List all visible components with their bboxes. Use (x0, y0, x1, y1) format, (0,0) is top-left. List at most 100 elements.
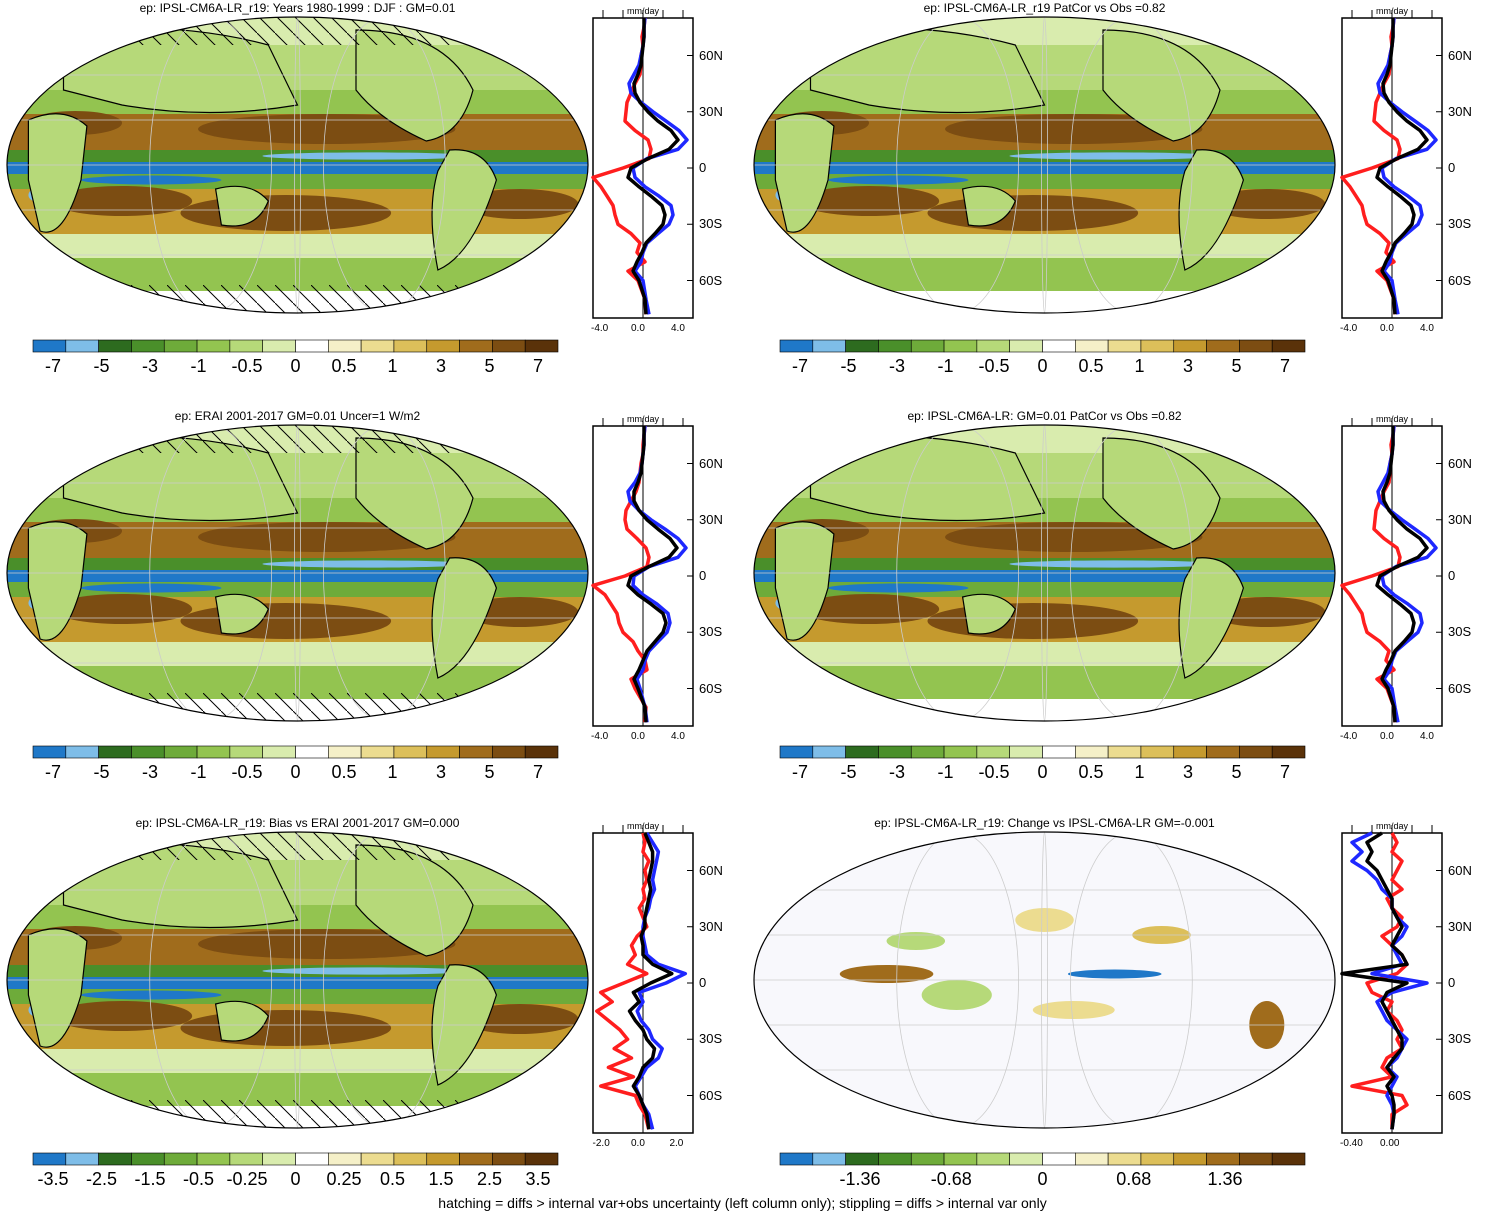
colorbar-label: -7 (791, 356, 808, 376)
colorbar-swatch (32, 745, 67, 759)
colorbar-swatch (32, 339, 67, 353)
colorbar-swatch (976, 1152, 1010, 1166)
colorbar-label: 3 (435, 762, 446, 782)
colorbar-swatch (98, 1152, 132, 1166)
colorbar-label: 0.68 (1116, 1169, 1152, 1189)
colorbar-label: 7 (1279, 356, 1290, 376)
colorbar-swatch (459, 745, 493, 759)
colorbar-swatch (943, 745, 978, 759)
colorbar-label: -7 (791, 762, 808, 782)
zonal-unit-label: mm/day (1375, 414, 1408, 424)
colorbar-label: 3 (435, 356, 446, 376)
map-panel (6, 16, 589, 314)
colorbar-swatch (1009, 339, 1043, 353)
map-panel (753, 424, 1336, 722)
colorbar (32, 1152, 559, 1166)
lat-label: 30N (1448, 103, 1472, 119)
colorbar-swatch (492, 339, 526, 353)
lat-label: 60S (699, 272, 723, 288)
colorbar-swatch (196, 339, 231, 353)
colorbar-swatch (878, 339, 912, 353)
panel-title: ep: IPSL-CM6A-LR_r19: Change vs IPSL-CM6… (874, 816, 1215, 830)
panel-title: ep: IPSL-CM6A-LR_r19: Years 1980-1999 : … (139, 1, 456, 15)
colorbar-swatch (1173, 339, 1207, 353)
colorbar-swatch (131, 1152, 165, 1166)
colorbar-swatch (976, 745, 1010, 759)
colorbar-label: -7 (44, 356, 61, 376)
zonal-unit-label: mm/day (626, 821, 659, 831)
series-line-black (626, 18, 680, 315)
colorbar-label: -0.5 (978, 762, 1010, 782)
colorbar-label: -3 (141, 762, 158, 782)
colorbar-swatch (845, 1152, 879, 1166)
colorbar-label: 7 (1279, 762, 1290, 782)
colorbar-label: 0 (290, 1169, 301, 1189)
x-tick-label: -4.0 (591, 731, 609, 742)
colorbar-label: 1 (1134, 762, 1145, 782)
colorbar-swatch (1271, 339, 1306, 353)
colorbar-label: -3 (141, 356, 158, 376)
lat-label: 30S (1448, 1031, 1472, 1047)
colorbar-swatch (163, 339, 198, 353)
series-line-black (626, 426, 679, 723)
colorbar-label: 0 (290, 356, 301, 376)
colorbar-label: -3 (888, 356, 905, 376)
colorbar-label: -3.5 (37, 1169, 69, 1189)
colorbar-swatch (360, 339, 395, 353)
lat-label: 30N (1448, 511, 1472, 527)
colorbar (779, 745, 1306, 759)
colorbar-swatch (779, 745, 814, 759)
colorbar-swatch (878, 1152, 912, 1166)
colorbar-swatch (459, 1152, 493, 1166)
colorbar-label: -0.5 (231, 356, 263, 376)
colorbar-swatch (812, 745, 846, 759)
colorbar-label: -5 (840, 356, 857, 376)
colorbar-swatch (1042, 745, 1076, 759)
colorbar-swatch (426, 339, 460, 353)
series-line-blue (633, 832, 688, 1130)
colorbar-swatch (1042, 339, 1076, 353)
colorbar-swatch (163, 1152, 198, 1166)
colorbar-label: -1 (190, 762, 207, 782)
colorbar-swatch (779, 1152, 814, 1166)
colorbar-swatch (196, 745, 231, 759)
colorbar-swatch (328, 339, 362, 353)
lat-label: 0 (699, 160, 707, 175)
colorbar-swatch (65, 745, 99, 759)
colorbar-swatch (1107, 745, 1142, 759)
colorbar-swatch (262, 745, 296, 759)
map-panel (753, 16, 1336, 314)
colorbar-swatch (229, 745, 263, 759)
footer-note: hatching = diffs > internal var+obs unce… (438, 1195, 1047, 1211)
lat-label: 60N (699, 455, 723, 471)
x-tick-label: 4.0 (1420, 323, 1434, 334)
lat-label: 30S (699, 624, 723, 640)
colorbar-swatch (943, 339, 978, 353)
colorbar-swatch (229, 1152, 263, 1166)
zonal-mean-plot (592, 825, 694, 1134)
colorbar-label: -7 (44, 762, 61, 782)
colorbar-label: 0.5 (1078, 356, 1104, 376)
colorbar-swatch (1075, 1152, 1109, 1166)
colorbar-label: 0.5 (331, 762, 357, 782)
zonal-mean-plot (1340, 10, 1443, 319)
colorbar-swatch (1107, 339, 1142, 353)
colorbar-label: 2.5 (476, 1169, 503, 1189)
lat-label: 60N (1448, 862, 1472, 878)
colorbar-swatch (1206, 1152, 1240, 1166)
colorbar-swatch (1009, 1152, 1043, 1166)
colorbar-label: 5 (1231, 356, 1242, 376)
colorbar-swatch (524, 745, 559, 759)
colorbar-swatch (812, 339, 846, 353)
colorbar-swatch (524, 1152, 559, 1166)
colorbar-label: -1.36 (839, 1169, 881, 1189)
colorbar-label: 3 (1182, 762, 1193, 782)
colorbar-swatch (360, 745, 395, 759)
x-tick-label: -0.40 (1340, 1138, 1363, 1149)
zonal-mean-plot (591, 418, 694, 727)
colorbar-swatch (163, 745, 198, 759)
lat-label: 30S (1448, 216, 1472, 232)
colorbar-label: -0.68 (930, 1169, 972, 1189)
colorbar-label: 1.5 (428, 1169, 454, 1189)
x-tick-label: 0.0 (631, 323, 645, 334)
